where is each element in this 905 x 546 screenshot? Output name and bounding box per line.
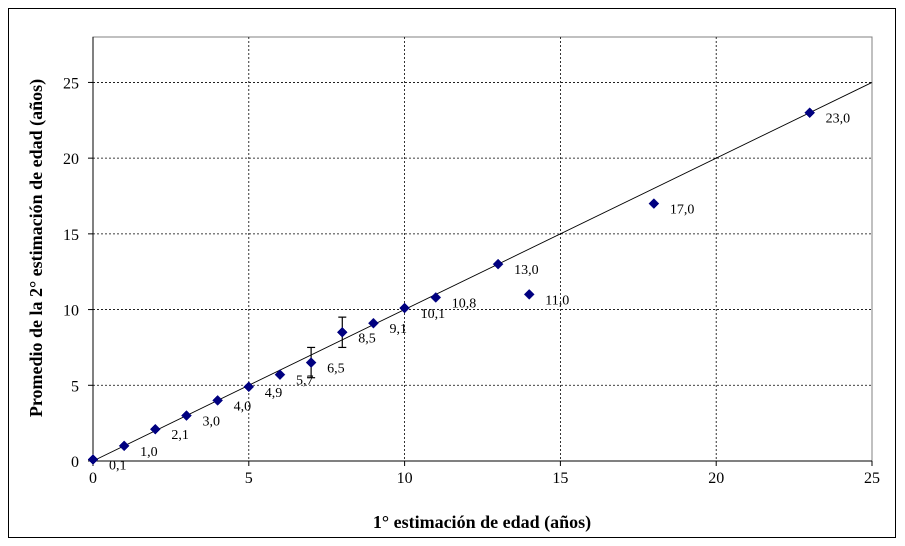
data-point — [149, 423, 161, 435]
data-point — [212, 395, 223, 406]
data-point — [243, 381, 255, 393]
x-tick-labels: 0 5 10 15 20 25 — [89, 470, 880, 487]
data-point — [399, 302, 410, 314]
data-point — [492, 258, 504, 270]
data-labels: 0,1 1,0 2,1 3,0 4,0 4,9 5,7 6,5 8,5 9,1 10,1 10,8 13… — [109, 112, 850, 474]
data-label: 2,1 — [171, 428, 189, 443]
y-axis-title: Promedio de la 2° estimación de edad (añ… — [26, 79, 47, 417]
x-axis-title: 1° estimación de edad (años) — [373, 512, 591, 533]
data-point — [804, 107, 816, 119]
data-point — [336, 326, 348, 338]
x-tick-label: 0 — [89, 470, 97, 487]
data-point — [274, 369, 286, 381]
data-point — [87, 454, 99, 465]
y-tick-label: 5 — [71, 378, 79, 395]
data-label: 17,0 — [670, 203, 695, 218]
data-label: 4,9 — [265, 386, 283, 401]
x-tick-label: 20 — [708, 470, 724, 487]
data-label: 6,5 — [327, 362, 345, 377]
data-label: 8,5 — [358, 331, 376, 346]
data-label: 1,0 — [140, 445, 158, 460]
reference-line — [92, 82, 873, 462]
data-label: 11,0 — [545, 293, 569, 308]
plot-area — [92, 36, 873, 462]
data-label: 5,7 — [296, 374, 314, 389]
y-tick-label: 15 — [63, 227, 79, 244]
data-point — [430, 292, 442, 303]
y-tick-label: 0 — [71, 454, 79, 471]
data-point — [118, 440, 130, 452]
y-tick-label: 25 — [63, 75, 79, 92]
data-point — [368, 317, 379, 329]
data-points — [87, 107, 816, 465]
data-point — [305, 357, 317, 368]
data-point — [523, 289, 535, 300]
data-label: 13,0 — [514, 263, 539, 278]
data-label: 10,8 — [452, 296, 477, 311]
data-label: 0,1 — [109, 458, 127, 473]
y-tick-label: 10 — [63, 303, 79, 320]
data-point — [181, 410, 192, 421]
gridlines — [93, 37, 872, 461]
x-tick-label: 25 — [864, 470, 880, 487]
y-tick-labels: 0 5 10 15 20 25 — [63, 75, 79, 471]
data-label: 3,0 — [202, 415, 220, 430]
x-tick-label: 15 — [552, 470, 568, 487]
x-tick-label: 5 — [245, 470, 253, 487]
data-label: 9,1 — [389, 322, 407, 337]
data-label: 4,0 — [234, 399, 252, 414]
identity-line — [92, 82, 873, 462]
data-point — [648, 198, 660, 209]
y-tick-label: 20 — [63, 151, 79, 168]
data-label: 23,0 — [826, 112, 851, 127]
x-tick-label: 10 — [397, 470, 413, 487]
data-label: 10,1 — [421, 307, 446, 322]
